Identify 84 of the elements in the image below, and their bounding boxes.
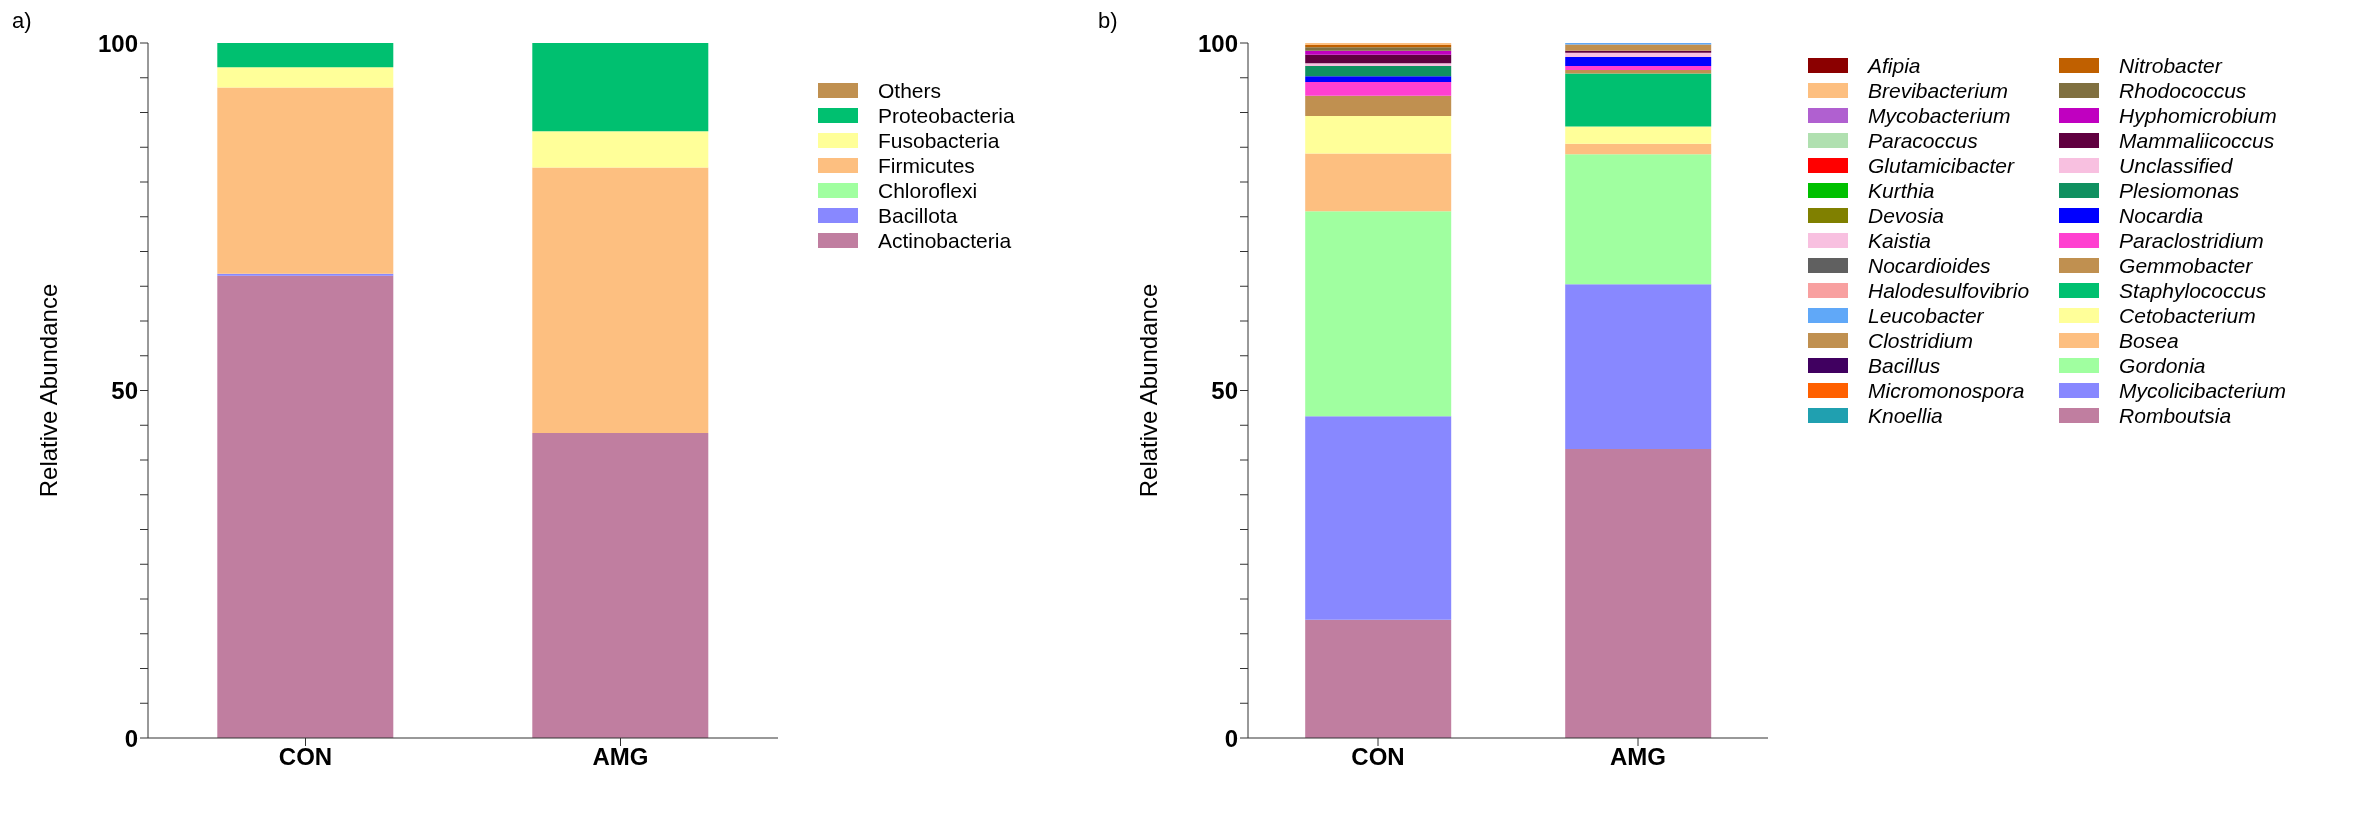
y-tick-label: 100 <box>97 29 138 57</box>
legend-label: Hyphomicrobium <box>2119 103 2277 128</box>
bar <box>1305 76 1452 82</box>
chart-title: b) <box>1098 8 1118 34</box>
legend-label: Gemmobacter <box>2119 253 2253 278</box>
bar <box>1565 143 1712 155</box>
bar <box>217 87 394 274</box>
legend-label: Glutamicibacter <box>1868 153 2014 178</box>
bar <box>1305 416 1452 620</box>
y-axis-title: Relative Abundance <box>34 283 62 498</box>
legend-label: Proteobacteria <box>878 103 1015 128</box>
bar <box>1565 73 1712 127</box>
legend-label: Micromonospora <box>1868 378 2025 403</box>
bar <box>1565 44 1712 51</box>
legend-label: Devosia <box>1868 203 1944 228</box>
legend-label: Clostridium <box>1868 328 1974 353</box>
legend-label: Brevibacterium <box>1868 78 2009 103</box>
y-tick-label: 0 <box>124 724 138 752</box>
bar <box>217 275 394 738</box>
bar <box>1565 70 1712 74</box>
legend-label: Leucobacter <box>1868 303 1984 328</box>
bar <box>1305 63 1452 66</box>
legend-label: Paracoccus <box>1868 128 1978 153</box>
bar <box>1305 619 1452 738</box>
legend-label: Mammaliicoccus <box>2119 128 2275 153</box>
bar <box>1305 95 1452 116</box>
bar <box>1565 56 1712 66</box>
bar <box>217 67 394 88</box>
bar <box>1305 153 1452 212</box>
legend-label: Staphylococcus <box>2119 278 2267 303</box>
bar <box>1565 284 1712 449</box>
bar <box>532 43 709 132</box>
bar <box>1565 50 1712 53</box>
bar <box>1565 52 1712 57</box>
bar <box>1565 154 1712 285</box>
bar <box>532 432 709 738</box>
legend-label: Halodesulfovibrio <box>1868 278 2030 303</box>
x-tick-label: CON <box>278 743 333 771</box>
x-tick-label: CON <box>1351 743 1405 771</box>
legend-label: Others <box>878 78 942 103</box>
bar <box>1305 81 1452 96</box>
legend-label: Unclassified <box>2119 153 2233 178</box>
legend-label: Fusobacteria <box>878 128 1000 153</box>
legend-label: Mycobacterium <box>1868 103 2011 128</box>
y-axis-title: Relative Abundance <box>1134 283 1162 498</box>
legend-label: Paraclostridium <box>2119 228 2264 253</box>
legend-label: Mycolicibacterium <box>2119 378 2286 403</box>
bar <box>532 131 709 168</box>
bar <box>1305 54 1452 64</box>
legend-label: Rhodococcus <box>2119 78 2247 103</box>
bar <box>1565 126 1712 144</box>
legend-label: Romboutsia <box>2119 403 2232 428</box>
bar <box>1305 65 1452 77</box>
bar <box>1305 115 1452 154</box>
bar <box>1305 50 1452 55</box>
legend-label: Cetobacterium <box>2119 303 2256 328</box>
legend-label: Knoellia <box>1868 403 1943 428</box>
legend-label: Nocardioides <box>1868 253 1991 278</box>
y-tick-label: 50 <box>1211 377 1238 405</box>
legend-label: Actinobacteria <box>878 228 1012 253</box>
legend-label: Bacillus <box>1868 353 1941 378</box>
legend-label: Nocardia <box>2119 203 2204 228</box>
bar <box>217 273 394 276</box>
bar <box>1565 448 1712 738</box>
y-tick-label: 0 <box>1224 724 1238 752</box>
bar <box>217 43 394 68</box>
y-tick-label: 100 <box>1197 29 1238 57</box>
x-tick-label: AMG <box>1610 743 1666 771</box>
legend-label: Kurthia <box>1868 178 1935 203</box>
legend-label: Nitrobacter <box>2119 53 2222 78</box>
legend-label: Bacillota <box>878 203 958 228</box>
chart-title: a) <box>12 8 32 34</box>
legend-label: Gordonia <box>2119 353 2206 378</box>
legend-label: Kaistia <box>1868 228 1932 253</box>
legend-label: Afipia <box>1868 53 1921 78</box>
legend-label: Bosea <box>2119 328 2179 353</box>
legend-label: Plesiomonas <box>2119 178 2240 203</box>
bar <box>1565 65 1712 71</box>
bar <box>1305 211 1452 417</box>
legend-label: Firmicutes <box>878 153 975 178</box>
bar <box>532 167 709 433</box>
y-tick-label: 50 <box>111 377 138 405</box>
x-tick-label: AMG <box>592 743 649 771</box>
legend-label: Chloroflexi <box>878 178 978 203</box>
